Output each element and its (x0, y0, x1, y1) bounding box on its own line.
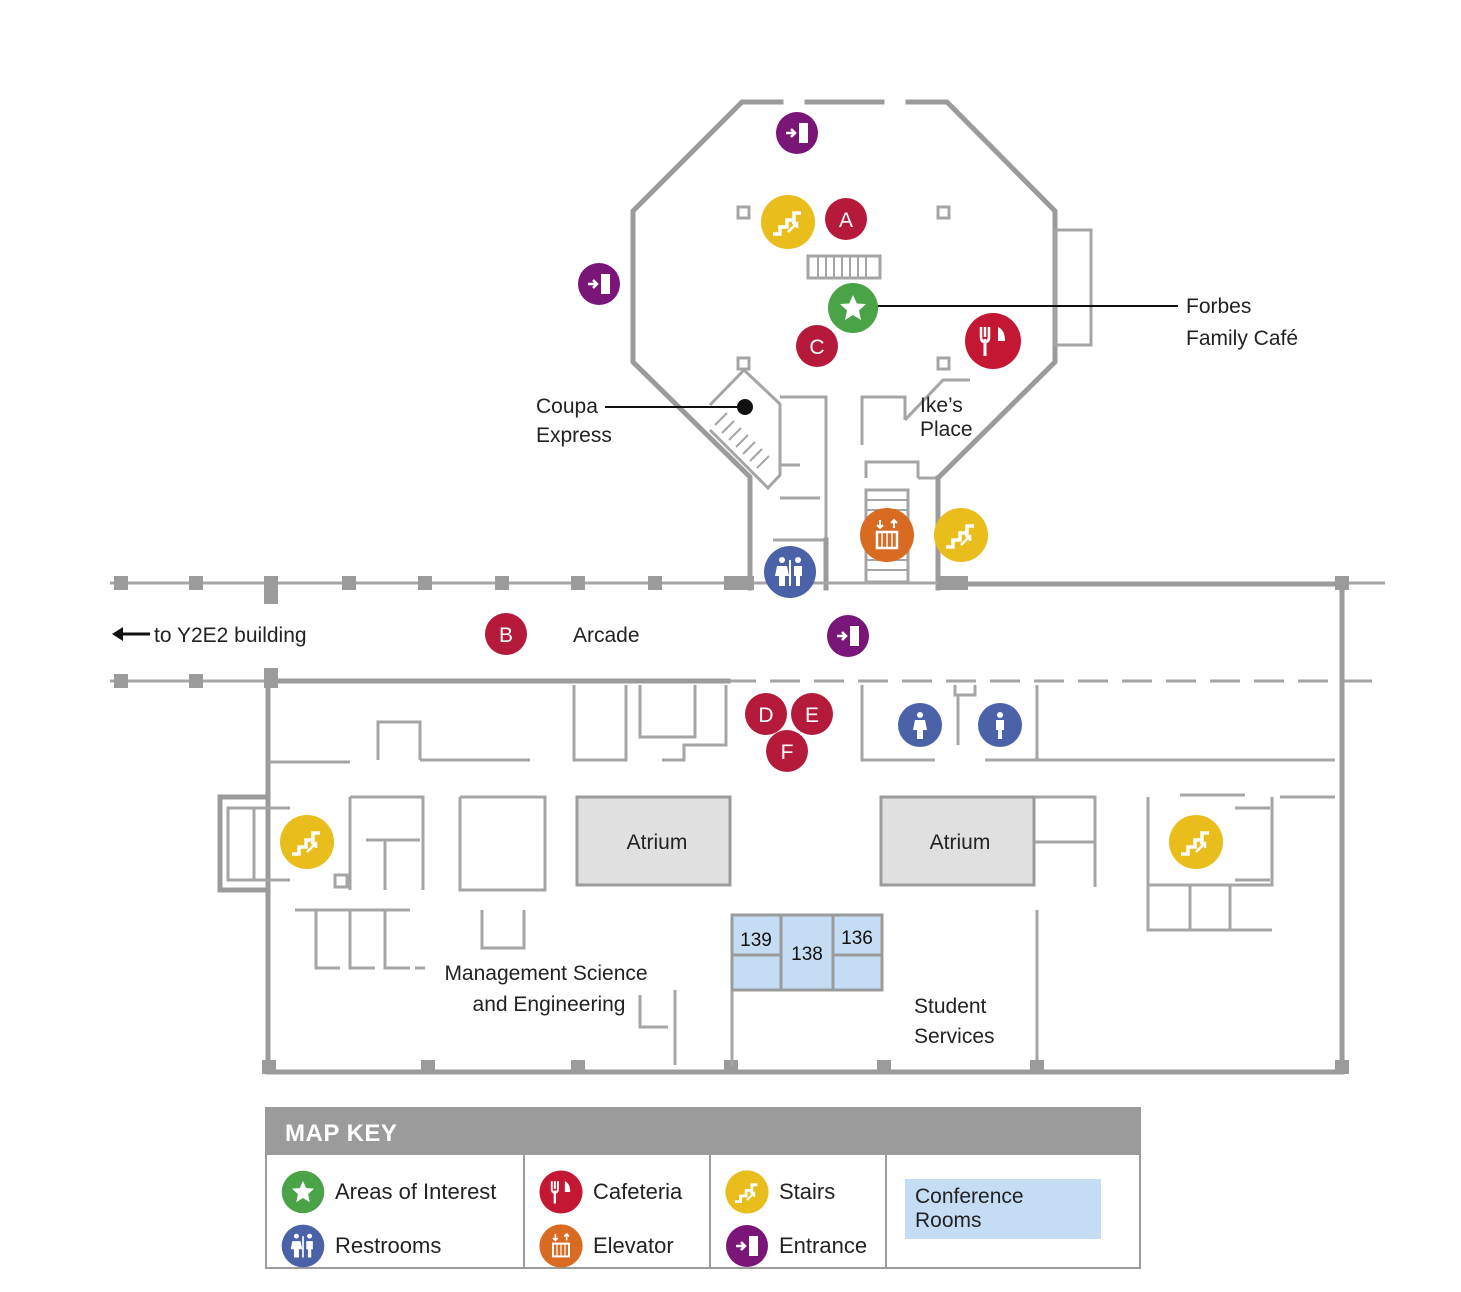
key-column-3: Stairs Entrance (711, 1155, 887, 1268)
floor-map: 139 138 136 to Y2E2 building Arcade Forb… (110, 99, 1385, 1075)
label-to-y2e2: to Y2E2 building (154, 624, 307, 647)
svg-text:C: C (809, 336, 824, 359)
men-restroom-icon[interactable] (978, 703, 1022, 747)
conference-rooms (730, 913, 884, 992)
restrooms-icon (281, 1224, 325, 1268)
svg-text:E: E (805, 704, 819, 727)
key-item-restrooms: Restrooms (281, 1219, 523, 1273)
svg-text:D: D (758, 704, 773, 727)
cafeteria-icon[interactable] (963, 311, 1023, 371)
key-item-cafeteria: Cafeteria (539, 1165, 709, 1219)
svg-text:F: F (781, 741, 794, 764)
arrow-left-icon (112, 627, 150, 641)
map-key-title: MAP KEY (267, 1109, 1139, 1155)
label-mse-line2: and Engineering (473, 993, 626, 1016)
key-item-entrance: Entrance (725, 1219, 885, 1273)
label-atrium-left: Atrium (627, 831, 688, 854)
star-icon (281, 1170, 325, 1214)
svg-text:B: B (499, 624, 513, 647)
stairs-icon[interactable] (278, 813, 336, 871)
key-label-cafeteria: Cafeteria (593, 1179, 683, 1204)
label-forbes-line1: Forbes (1186, 295, 1251, 318)
key-column-2: Cafeteria Elevator (525, 1155, 711, 1268)
room-138: 138 (791, 944, 823, 965)
marker-d[interactable]: D (745, 693, 787, 735)
label-arcade: Arcade (573, 624, 640, 647)
svg-text:A: A (839, 209, 853, 232)
entrance-icon (725, 1224, 769, 1268)
entrance-icon[interactable] (825, 613, 871, 659)
label-atrium-right: Atrium (930, 831, 991, 854)
key-label-conference-rooms: Conference Rooms (905, 1179, 1101, 1239)
key-item-stairs: Stairs (725, 1165, 885, 1219)
key-column-4: Conference Rooms (887, 1155, 1139, 1267)
stairs-icon (725, 1170, 769, 1214)
key-item-areas-of-interest: Areas of Interest (281, 1165, 523, 1219)
lower-building-walls (217, 581, 1349, 1075)
label-forbes-line2: Family Café (1186, 327, 1298, 350)
entrance-icon[interactable] (774, 110, 820, 156)
arcade-walls (110, 576, 1385, 688)
key-label-restrooms: Restrooms (335, 1233, 442, 1258)
octagon-walls (630, 99, 1093, 591)
restrooms-icon[interactable] (764, 546, 816, 598)
label-ss-line2: Services (914, 1025, 995, 1048)
atrium-left (575, 795, 732, 887)
key-column-1: Areas of Interest Restrooms (267, 1155, 525, 1268)
elevator-icon[interactable] (858, 506, 916, 564)
stairs-icon[interactable] (759, 193, 817, 251)
cafeteria-icon (539, 1170, 583, 1214)
marker-c[interactable]: C (796, 325, 838, 367)
key-item-elevator: Elevator (539, 1219, 709, 1273)
key-label-stairs: Stairs (779, 1179, 836, 1204)
stairs-icon[interactable] (932, 506, 990, 564)
map-key-body: Areas of Interest Restrooms Cafeteria El… (267, 1155, 1139, 1268)
elevator-icon (539, 1224, 583, 1268)
room-139: 139 (740, 930, 772, 951)
coupa-express-dot[interactable] (737, 399, 753, 415)
women-restroom-icon[interactable] (898, 703, 942, 747)
room-136: 136 (841, 928, 873, 949)
entrance-icon[interactable] (576, 261, 622, 307)
key-label-elevator: Elevator (593, 1233, 674, 1258)
marker-f[interactable]: F (766, 730, 808, 772)
map-key: MAP KEY Areas of Interest Restrooms Cafe… (265, 1107, 1141, 1269)
marker-a[interactable]: A (825, 198, 867, 240)
label-coupa-line2: Express (536, 424, 612, 447)
label-coupa-line1: Coupa (536, 395, 598, 418)
label-ikes-line1: Ike’s (920, 394, 963, 417)
marker-e[interactable]: E (791, 693, 833, 735)
star-icon[interactable] (828, 283, 878, 333)
atrium-right (879, 795, 1036, 887)
key-label-areas-of-interest: Areas of Interest (335, 1179, 497, 1204)
label-mse-line1: Management Science (444, 962, 647, 985)
label-ikes-line2: Place (920, 418, 973, 441)
stairs-icon[interactable] (1167, 813, 1225, 871)
marker-b[interactable]: B (485, 613, 527, 655)
key-label-entrance: Entrance (779, 1233, 868, 1258)
label-ss-line1: Student (914, 995, 987, 1018)
